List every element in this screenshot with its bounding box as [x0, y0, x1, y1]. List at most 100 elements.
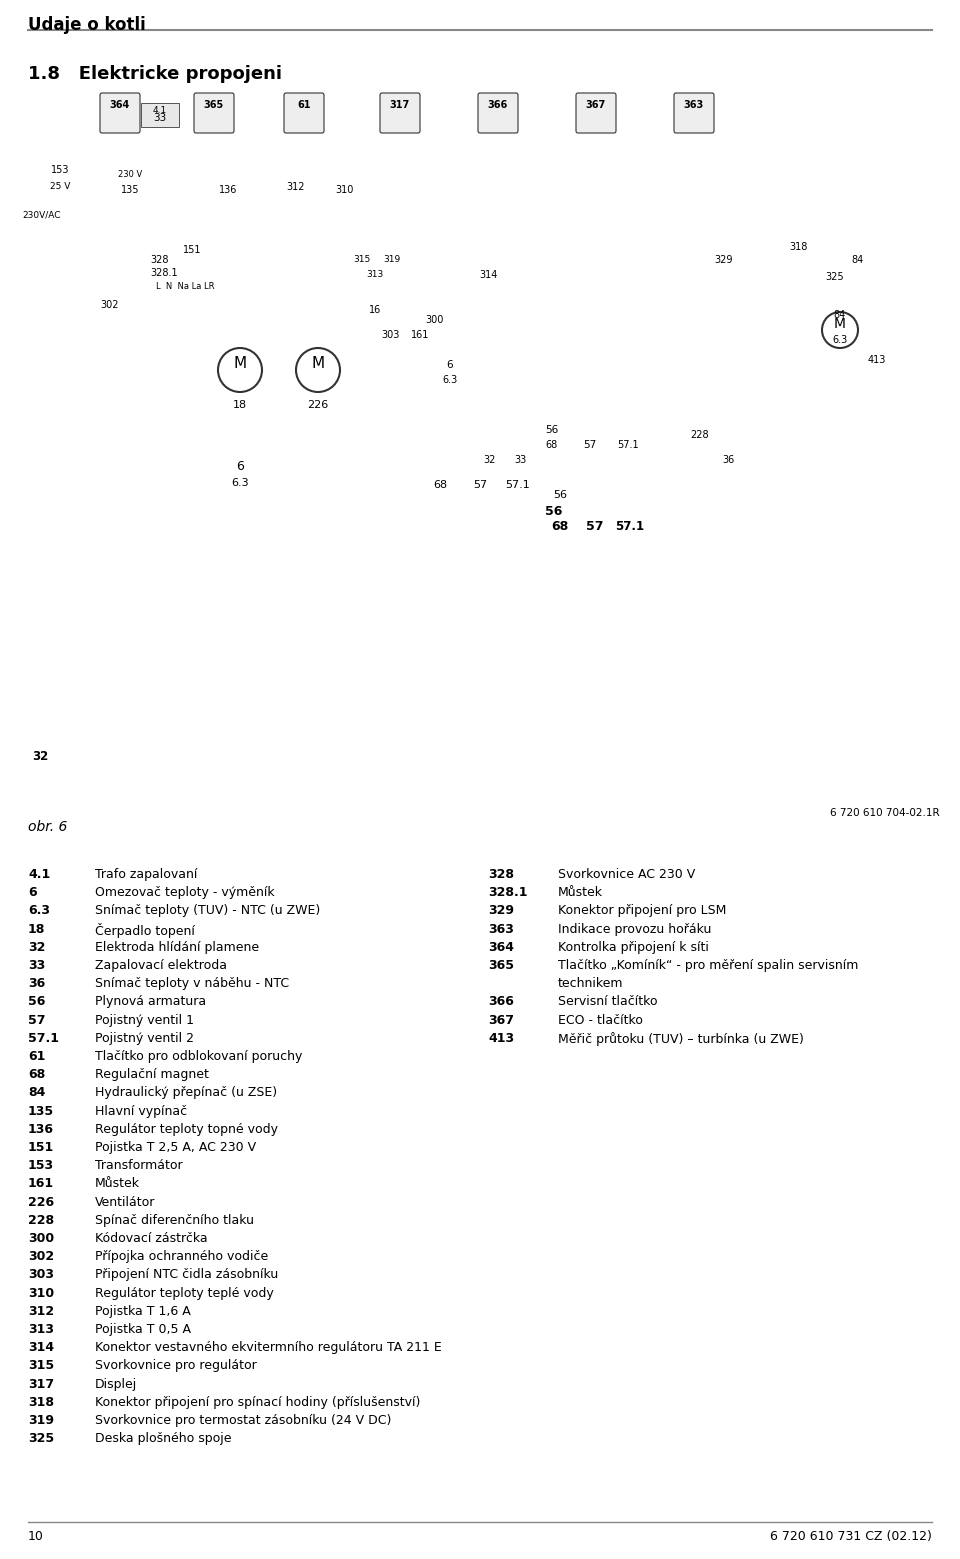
Text: 68: 68: [551, 521, 568, 533]
Text: 57.1: 57.1: [506, 480, 530, 490]
Text: Plynová armatura: Plynová armatura: [95, 995, 206, 1009]
Text: technikem: technikem: [558, 977, 623, 990]
Text: 153: 153: [28, 1160, 54, 1172]
Text: 4.1: 4.1: [153, 106, 167, 115]
Text: 328: 328: [150, 256, 169, 265]
Text: 68: 68: [433, 480, 447, 490]
Text: Tlačítko pro odblokovaní poruchy: Tlačítko pro odblokovaní poruchy: [95, 1051, 302, 1063]
Text: 228: 228: [28, 1214, 54, 1227]
Text: Pojistný ventil 2: Pojistný ventil 2: [95, 1032, 194, 1045]
Text: 25 V: 25 V: [50, 182, 70, 192]
Text: 317: 317: [28, 1378, 54, 1391]
Text: 6.3: 6.3: [443, 376, 458, 385]
Text: 303: 303: [28, 1269, 54, 1281]
Text: M: M: [311, 355, 324, 371]
FancyBboxPatch shape: [100, 94, 140, 133]
Text: 329: 329: [488, 904, 514, 917]
Text: 36: 36: [722, 455, 734, 465]
Text: 302: 302: [28, 1250, 54, 1263]
Text: Regulátor teploty topné vody: Regulátor teploty topné vody: [95, 1122, 278, 1137]
Text: 56: 56: [545, 426, 559, 435]
Text: 315: 315: [353, 256, 371, 263]
Text: 136: 136: [219, 186, 237, 195]
Text: Hlavní vypínač: Hlavní vypínač: [95, 1105, 187, 1118]
Text: 18: 18: [233, 401, 247, 410]
Text: Elektroda hlídání plamene: Elektroda hlídání plamene: [95, 940, 259, 954]
Text: Čerpadlo topení: Čerpadlo topení: [95, 923, 195, 937]
Text: Pojistný ventil 1: Pojistný ventil 1: [95, 1013, 194, 1026]
Text: Displej: Displej: [95, 1378, 137, 1391]
Text: 1.8   Elektricke propojeni: 1.8 Elektricke propojeni: [28, 65, 282, 83]
Text: 310: 310: [335, 186, 353, 195]
Text: obr. 6: obr. 6: [28, 820, 67, 834]
Text: Ventilátor: Ventilátor: [95, 1196, 156, 1208]
Text: 6: 6: [446, 360, 453, 369]
Text: 6 720 610 731 CZ (02.12): 6 720 610 731 CZ (02.12): [770, 1529, 932, 1543]
Text: 366: 366: [488, 100, 508, 111]
Text: 84: 84: [28, 1087, 45, 1099]
Text: Omezovač teploty - výměník: Omezovač teploty - výměník: [95, 886, 275, 900]
Bar: [28, 104, 932, 800]
Text: 364: 364: [109, 100, 131, 111]
Text: 33: 33: [154, 112, 167, 123]
Text: 135: 135: [28, 1105, 54, 1118]
Text: 312: 312: [287, 182, 305, 192]
Text: 300: 300: [426, 315, 444, 324]
Text: Kódovací zástrčka: Kódovací zástrčka: [95, 1232, 207, 1246]
Text: Svorkovnice pro regulátor: Svorkovnice pro regulátor: [95, 1359, 256, 1372]
Text: Konektor vestavného ekvitermního regulátoru TA 211 E: Konektor vestavného ekvitermního regulát…: [95, 1341, 442, 1355]
Text: Kontrolka připojení k síti: Kontrolka připojení k síti: [558, 940, 708, 954]
Text: 4.1: 4.1: [28, 868, 50, 881]
Text: Můstek: Můstek: [558, 886, 603, 900]
FancyBboxPatch shape: [576, 94, 616, 133]
Text: M: M: [233, 355, 247, 371]
Text: 230 V: 230 V: [118, 170, 142, 179]
Text: 328: 328: [488, 868, 514, 881]
Text: 325: 325: [28, 1433, 54, 1445]
FancyBboxPatch shape: [284, 94, 324, 133]
Text: Konektor připojení pro spínací hodiny (příslušenství): Konektor připojení pro spínací hodiny (p…: [95, 1395, 420, 1409]
Text: 317: 317: [390, 100, 410, 111]
Text: 228: 228: [690, 430, 709, 440]
Text: 6: 6: [28, 886, 36, 900]
FancyBboxPatch shape: [674, 94, 714, 133]
Text: 6.3: 6.3: [832, 335, 848, 345]
FancyBboxPatch shape: [194, 94, 234, 133]
Text: Spínač diferenčního tlaku: Spínač diferenčního tlaku: [95, 1214, 254, 1227]
Text: Svorkovnice AC 230 V: Svorkovnice AC 230 V: [558, 868, 695, 881]
Text: 36: 36: [28, 977, 45, 990]
FancyBboxPatch shape: [478, 94, 518, 133]
Text: 314: 314: [28, 1341, 54, 1355]
Text: 161: 161: [28, 1177, 54, 1191]
Text: 364: 364: [488, 940, 514, 954]
FancyBboxPatch shape: [141, 103, 179, 126]
Text: 314: 314: [479, 270, 497, 281]
Text: 136: 136: [28, 1122, 54, 1137]
Text: Zapalovací elektroda: Zapalovací elektroda: [95, 959, 227, 971]
Text: 18: 18: [28, 923, 45, 935]
Text: Regulátor teploty teplé vody: Regulátor teploty teplé vody: [95, 1286, 274, 1300]
Text: 328.1: 328.1: [488, 886, 527, 900]
Text: 33: 33: [28, 959, 45, 971]
Text: 413: 413: [488, 1032, 515, 1045]
Text: 318: 318: [789, 242, 807, 253]
Text: L  N  Na La LR: L N Na La LR: [156, 282, 214, 292]
Text: 329: 329: [715, 256, 733, 265]
Text: Trafo zapalovaní: Trafo zapalovaní: [95, 868, 198, 881]
Text: Tlačítko „Komíník“ - pro měření spalin servisním: Tlačítko „Komíník“ - pro měření spalin s…: [558, 959, 858, 971]
Text: 230V/AC: 230V/AC: [23, 210, 61, 218]
Text: 366: 366: [488, 995, 514, 1009]
Text: Snímač teploty (TUV) - NTC (u ZWE): Snímač teploty (TUV) - NTC (u ZWE): [95, 904, 321, 917]
Text: Indikace provozu hořáku: Indikace provozu hořáku: [558, 923, 711, 935]
Text: 363: 363: [488, 923, 514, 935]
Text: 226: 226: [307, 401, 328, 410]
Text: Měřič průtoku (TUV) – turbínka (u ZWE): Měřič průtoku (TUV) – turbínka (u ZWE): [558, 1032, 804, 1046]
Text: Svorkovnice pro termostat zásobníku (24 V DC): Svorkovnice pro termostat zásobníku (24 …: [95, 1414, 392, 1426]
Text: 319: 319: [28, 1414, 54, 1426]
Text: 57: 57: [584, 440, 596, 451]
Text: 6.3: 6.3: [28, 904, 50, 917]
Text: Transformátor: Transformátor: [95, 1160, 182, 1172]
Text: Hydraulický přepínač (u ZSE): Hydraulický přepínač (u ZSE): [95, 1087, 277, 1099]
FancyBboxPatch shape: [380, 94, 420, 133]
Text: 318: 318: [28, 1395, 54, 1409]
